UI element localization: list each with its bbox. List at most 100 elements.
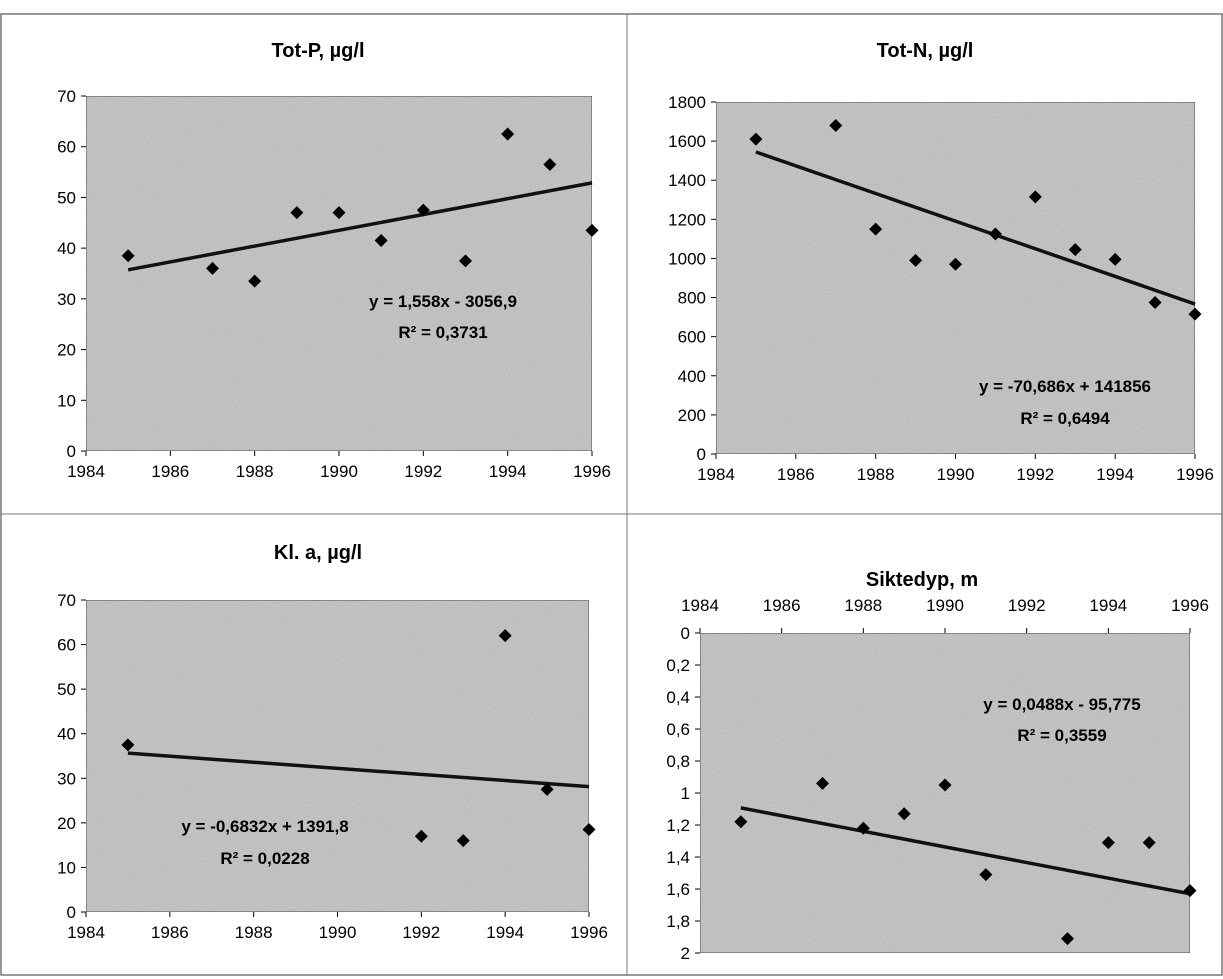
y-tick-label: 1800 <box>668 93 706 112</box>
data-point <box>498 629 512 643</box>
data-point <box>374 234 388 248</box>
data-point <box>332 206 346 220</box>
y-tick-label: 0,8 <box>666 752 690 771</box>
y-axis: 0 200 400 600 800 1000 1200 1400 1600 1800 <box>668 93 716 464</box>
chart-title: Tot-P, µg/l <box>272 40 365 62</box>
x-tick-label: 1994 <box>486 923 524 942</box>
x-tick-label: 1994 <box>1096 465 1134 484</box>
y-tick-label: 1,6 <box>666 880 690 899</box>
x-tick-label: 1992 <box>1008 596 1046 615</box>
data-point <box>816 776 829 790</box>
r-squared: R² = 0,3559 <box>1017 726 1106 745</box>
chart-tot-n: Tot-N, µg/l 0 200 400 600 800 1000 1200 1400 160… <box>668 40 1214 484</box>
y-tick-label: 50 <box>57 188 76 207</box>
trend-equation: y = -70,686x + 141856 <box>979 377 1151 396</box>
data-point <box>749 132 763 146</box>
y-tick-label: 60 <box>57 138 76 157</box>
y-tick-label: 400 <box>678 367 706 386</box>
x-tick-label: 1992 <box>402 923 440 942</box>
x-tick-label: 1984 <box>681 596 719 615</box>
x-tick-label: 1988 <box>236 462 274 481</box>
data-point <box>938 778 952 792</box>
x-tick-label: 1986 <box>151 462 189 481</box>
data-points <box>121 127 599 288</box>
x-tick-label: 1994 <box>1089 596 1127 615</box>
r-squared: R² = 0,0228 <box>220 849 309 868</box>
x-tick-label: 1984 <box>67 462 105 481</box>
y-tick-label: 800 <box>678 289 706 308</box>
y-tick-label: 20 <box>57 341 76 360</box>
chart-tot-p: Tot-P, µg/l 0 10 20 30 40 50 60 70 1984 1986 1988… <box>57 40 611 481</box>
data-point <box>856 821 870 835</box>
data-point <box>248 274 262 288</box>
y-tick-label: 1,8 <box>666 912 690 931</box>
y-tick-label: 40 <box>57 725 76 744</box>
data-point <box>909 253 923 267</box>
x-axis: 1984 1986 1988 1990 1992 1994 1996 <box>67 451 611 481</box>
data-points <box>734 776 1197 946</box>
trend-equation: y = 0,0488x - 95,775 <box>983 695 1140 714</box>
y-tick-label: 1600 <box>668 132 706 151</box>
data-point <box>829 118 843 132</box>
x-tick-label: 1988 <box>235 923 273 942</box>
plot-area <box>85 95 593 452</box>
x-tick-label: 1984 <box>67 923 105 942</box>
x-tick-label: 1996 <box>1171 596 1209 615</box>
data-point <box>582 823 596 837</box>
data-point <box>585 223 599 237</box>
y-tick-label: 10 <box>57 391 76 410</box>
r-squared: R² = 0,3731 <box>398 323 487 342</box>
data-point <box>1142 836 1156 850</box>
x-tick-label: 1996 <box>573 462 611 481</box>
data-point <box>1028 190 1042 204</box>
data-point <box>1068 243 1082 257</box>
data-point <box>1148 295 1162 309</box>
x-tick-label: 1990 <box>319 923 357 942</box>
data-point <box>543 157 557 171</box>
data-point <box>540 782 554 796</box>
trendline <box>127 751 590 789</box>
y-tick-label: 1,2 <box>666 816 690 835</box>
y-tick-label: 2 <box>681 944 690 963</box>
chart-title: Kl. a, µg/l <box>274 542 362 564</box>
y-axis: 0 10 20 30 40 50 60 70 <box>57 591 86 922</box>
y-tick-label: 200 <box>678 406 706 425</box>
y-tick-label: 50 <box>57 680 76 699</box>
data-point <box>414 829 428 843</box>
y-tick-label: 10 <box>57 858 76 877</box>
data-point <box>459 254 472 268</box>
data-point <box>121 249 135 263</box>
data-point <box>456 834 470 848</box>
y-tick-label: 0 <box>681 624 690 643</box>
y-tick-label: 1 <box>681 784 690 803</box>
data-point <box>988 227 1002 241</box>
x-tick-label: 1994 <box>489 462 527 481</box>
x-tick-label: 1990 <box>320 462 358 481</box>
y-tick-label: 30 <box>57 290 76 309</box>
y-tick-label: 0 <box>697 445 706 464</box>
y-tick-label: 60 <box>57 636 76 655</box>
data-point <box>290 206 304 220</box>
x-tick-label: 1984 <box>697 465 735 484</box>
y-tick-label: 1200 <box>668 210 706 229</box>
x-tick-label: 1996 <box>1176 465 1214 484</box>
panel-grid-lines <box>0 13 1223 976</box>
x-tick-label: 1992 <box>1016 465 1054 484</box>
trendline <box>755 150 1196 306</box>
x-tick-label: 1990 <box>937 465 975 484</box>
y-axis: 0 10 20 30 40 50 60 70 <box>57 87 86 461</box>
y-tick-label: 30 <box>57 769 76 788</box>
y-tick-label: 70 <box>57 591 76 610</box>
chart-title: Siktedyp, m <box>866 569 978 591</box>
data-point <box>1101 836 1115 850</box>
data-points <box>121 629 596 848</box>
data-point <box>206 261 219 275</box>
data-point <box>869 222 883 236</box>
trend-equation: y = -0,6832x + 1391,8 <box>181 817 348 836</box>
data-point <box>897 807 911 821</box>
data-point <box>949 257 962 271</box>
data-point <box>1061 932 1074 946</box>
x-tick-label: 1986 <box>763 596 801 615</box>
x-axis: 1984 1986 1988 1990 1992 1994 1996 <box>697 454 1214 484</box>
data-point <box>1183 884 1197 898</box>
